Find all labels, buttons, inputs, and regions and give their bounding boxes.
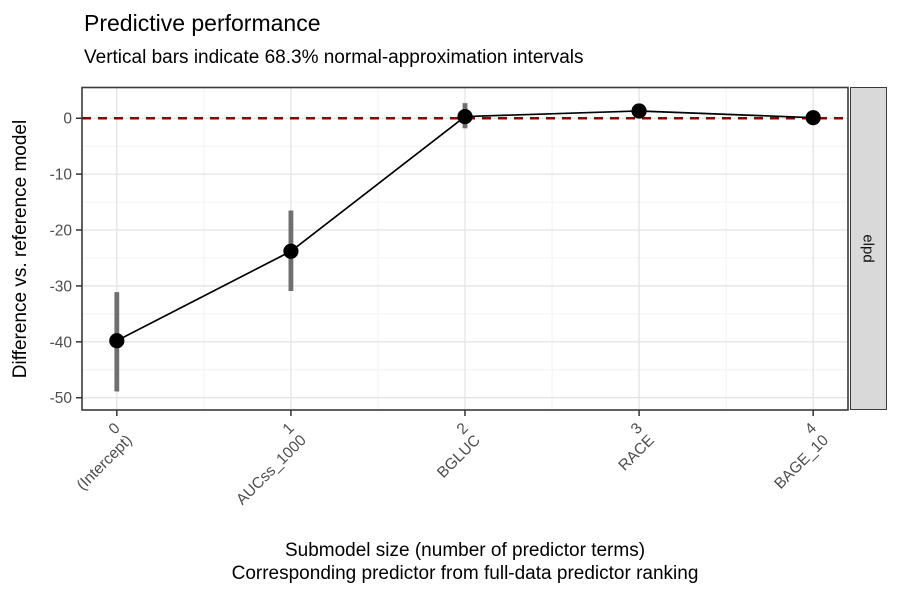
y-tick-label: -40	[50, 334, 73, 351]
y-tick-label: -20	[50, 223, 73, 240]
data-point	[109, 333, 125, 349]
x-tick-label: 2BGLUC	[422, 420, 484, 482]
data-point	[805, 110, 821, 126]
data-point	[283, 243, 299, 259]
chart-title: Predictive performance	[84, 10, 321, 36]
chart-subtitle: Vertical bars indicate 68.3% normal-appr…	[84, 47, 584, 68]
data-point	[457, 108, 473, 125]
x-tick-label: 0(Intercept)	[62, 420, 136, 494]
y-axis-title: Difference vs. reference model	[10, 119, 31, 379]
x-tick-label: 4BAGE_10	[759, 420, 832, 493]
x-axis-title-line1: Submodel size (number of predictor terms…	[284, 540, 646, 561]
y-tick-label: -50	[50, 390, 73, 407]
y-tick-label: 0	[63, 111, 72, 128]
y-tick-label: -10	[50, 167, 73, 184]
x-tick-label: 1AUCss_1000	[221, 420, 310, 509]
facet-strip-label: elpd	[859, 234, 877, 263]
facet-strip: elpd	[850, 87, 887, 410]
data-point	[631, 103, 647, 119]
x-axis-title-line2: Corresponding predictor from full-data p…	[231, 563, 699, 584]
y-tick-label: -30	[50, 278, 73, 295]
x-tick-label: 3RACE	[603, 420, 658, 475]
